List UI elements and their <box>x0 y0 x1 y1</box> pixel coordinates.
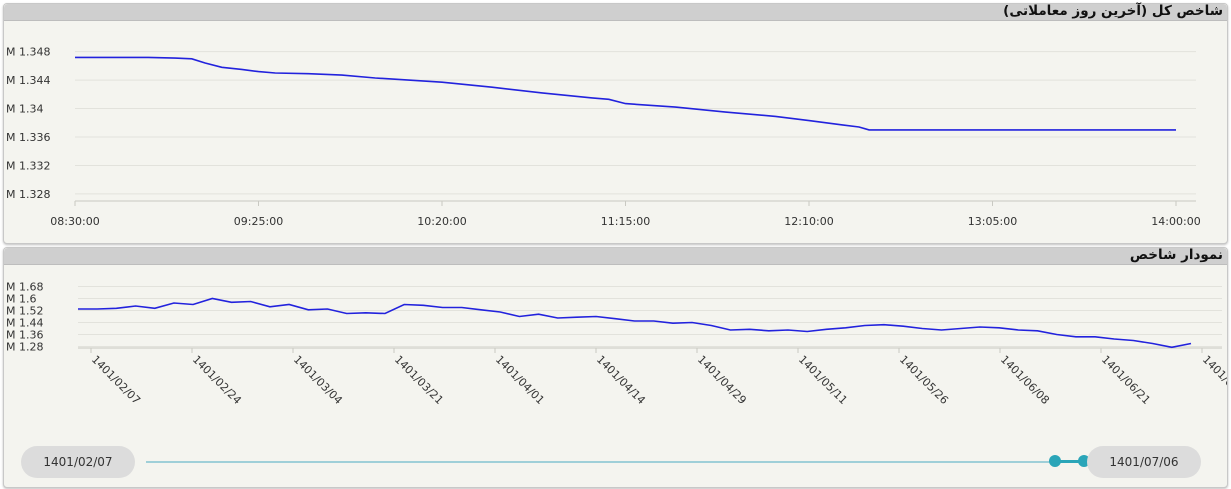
x-tick-label: 08:30:00 <box>50 215 99 228</box>
y-tick-label: M 1.28 <box>6 341 43 354</box>
intraday-index-chart: M 1.348 M 1.344 M 1.34 M 1.336 M 1.332 M 1.32… <box>6 46 1201 228</box>
intraday-panel-title: شاخص کل (آخرین روز معاملاتی) <box>1003 3 1223 19</box>
y-tick-label: M 1.332 <box>6 159 50 172</box>
history-index-chart: M 1.68M 1.6M 1.52M 1.44M 1.36M 1.28 1401/… <box>6 281 1227 407</box>
x-tick-label: 1401/03/21 <box>392 353 446 407</box>
y-tick-label: M 1.44 <box>6 317 43 330</box>
x-tick-label: 1401/04/14 <box>594 353 648 407</box>
intraday-index-panel: شاخص کل (آخرین روز معاملاتی) M 1.348 M 1.… <box>3 3 1228 244</box>
y-tick-label: M 1.348 <box>6 46 50 59</box>
x-tick-label: 1401/07/06 <box>1200 353 1227 407</box>
history-panel-title: نمودار شاخص <box>1129 247 1223 263</box>
y-tick-label: M 1.52 <box>6 305 43 318</box>
range-slider-track[interactable] <box>146 461 1084 463</box>
y-tick-label: M 1.336 <box>6 131 50 144</box>
x-tick-label: 09:25:00 <box>234 215 283 228</box>
intraday-panel-header: شاخص کل (آخرین روز معاملاتی) <box>4 3 1227 21</box>
history-panel-header: نمودار شاخص <box>4 247 1227 265</box>
x-tick-label: 11:15:00 <box>601 215 650 228</box>
y-tick-label: M 1.34 <box>6 103 43 116</box>
range-slider-selected <box>1055 460 1084 463</box>
y-tick-label: M 1.6 <box>6 293 36 306</box>
x-tick-label: 1401/05/26 <box>897 353 951 407</box>
x-tick-label: 1401/02/07 <box>89 353 143 407</box>
x-tick-label: 1401/05/11 <box>796 353 850 407</box>
y-tick-label: M 1.36 <box>6 329 43 342</box>
x-tick-label: 1401/06/08 <box>998 353 1052 407</box>
y-tick-label: M 1.68 <box>6 281 43 294</box>
x-tick-label: 1401/04/01 <box>493 353 547 407</box>
x-tick-label: 1401/02/24 <box>190 353 244 407</box>
index-series-line <box>78 297 1192 349</box>
range-slider-start-handle[interactable] <box>1049 455 1061 467</box>
range-end-date[interactable]: 1401/07/06 <box>1087 446 1201 478</box>
y-tick-label: M 1.344 <box>6 74 50 87</box>
index-series-line <box>75 56 1176 131</box>
range-start-date[interactable]: 1401/02/07 <box>21 446 135 478</box>
x-tick-label: 1401/03/04 <box>291 353 345 407</box>
y-tick-label: M 1.328 <box>6 188 50 201</box>
x-tick-label: 12:10:00 <box>784 215 833 228</box>
x-tick-label: 10:20:00 <box>417 215 466 228</box>
x-tick-label: 14:00:00 <box>1151 215 1200 228</box>
x-tick-label: 1401/06/21 <box>1099 353 1153 407</box>
x-tick-label: 13:05:00 <box>968 215 1017 228</box>
history-index-panel: نمودار شاخص M 1.68 M 1.6 M 1.52 M 1.44 M 1.3… <box>3 247 1228 488</box>
x-tick-label: 1401/04/29 <box>695 353 749 407</box>
